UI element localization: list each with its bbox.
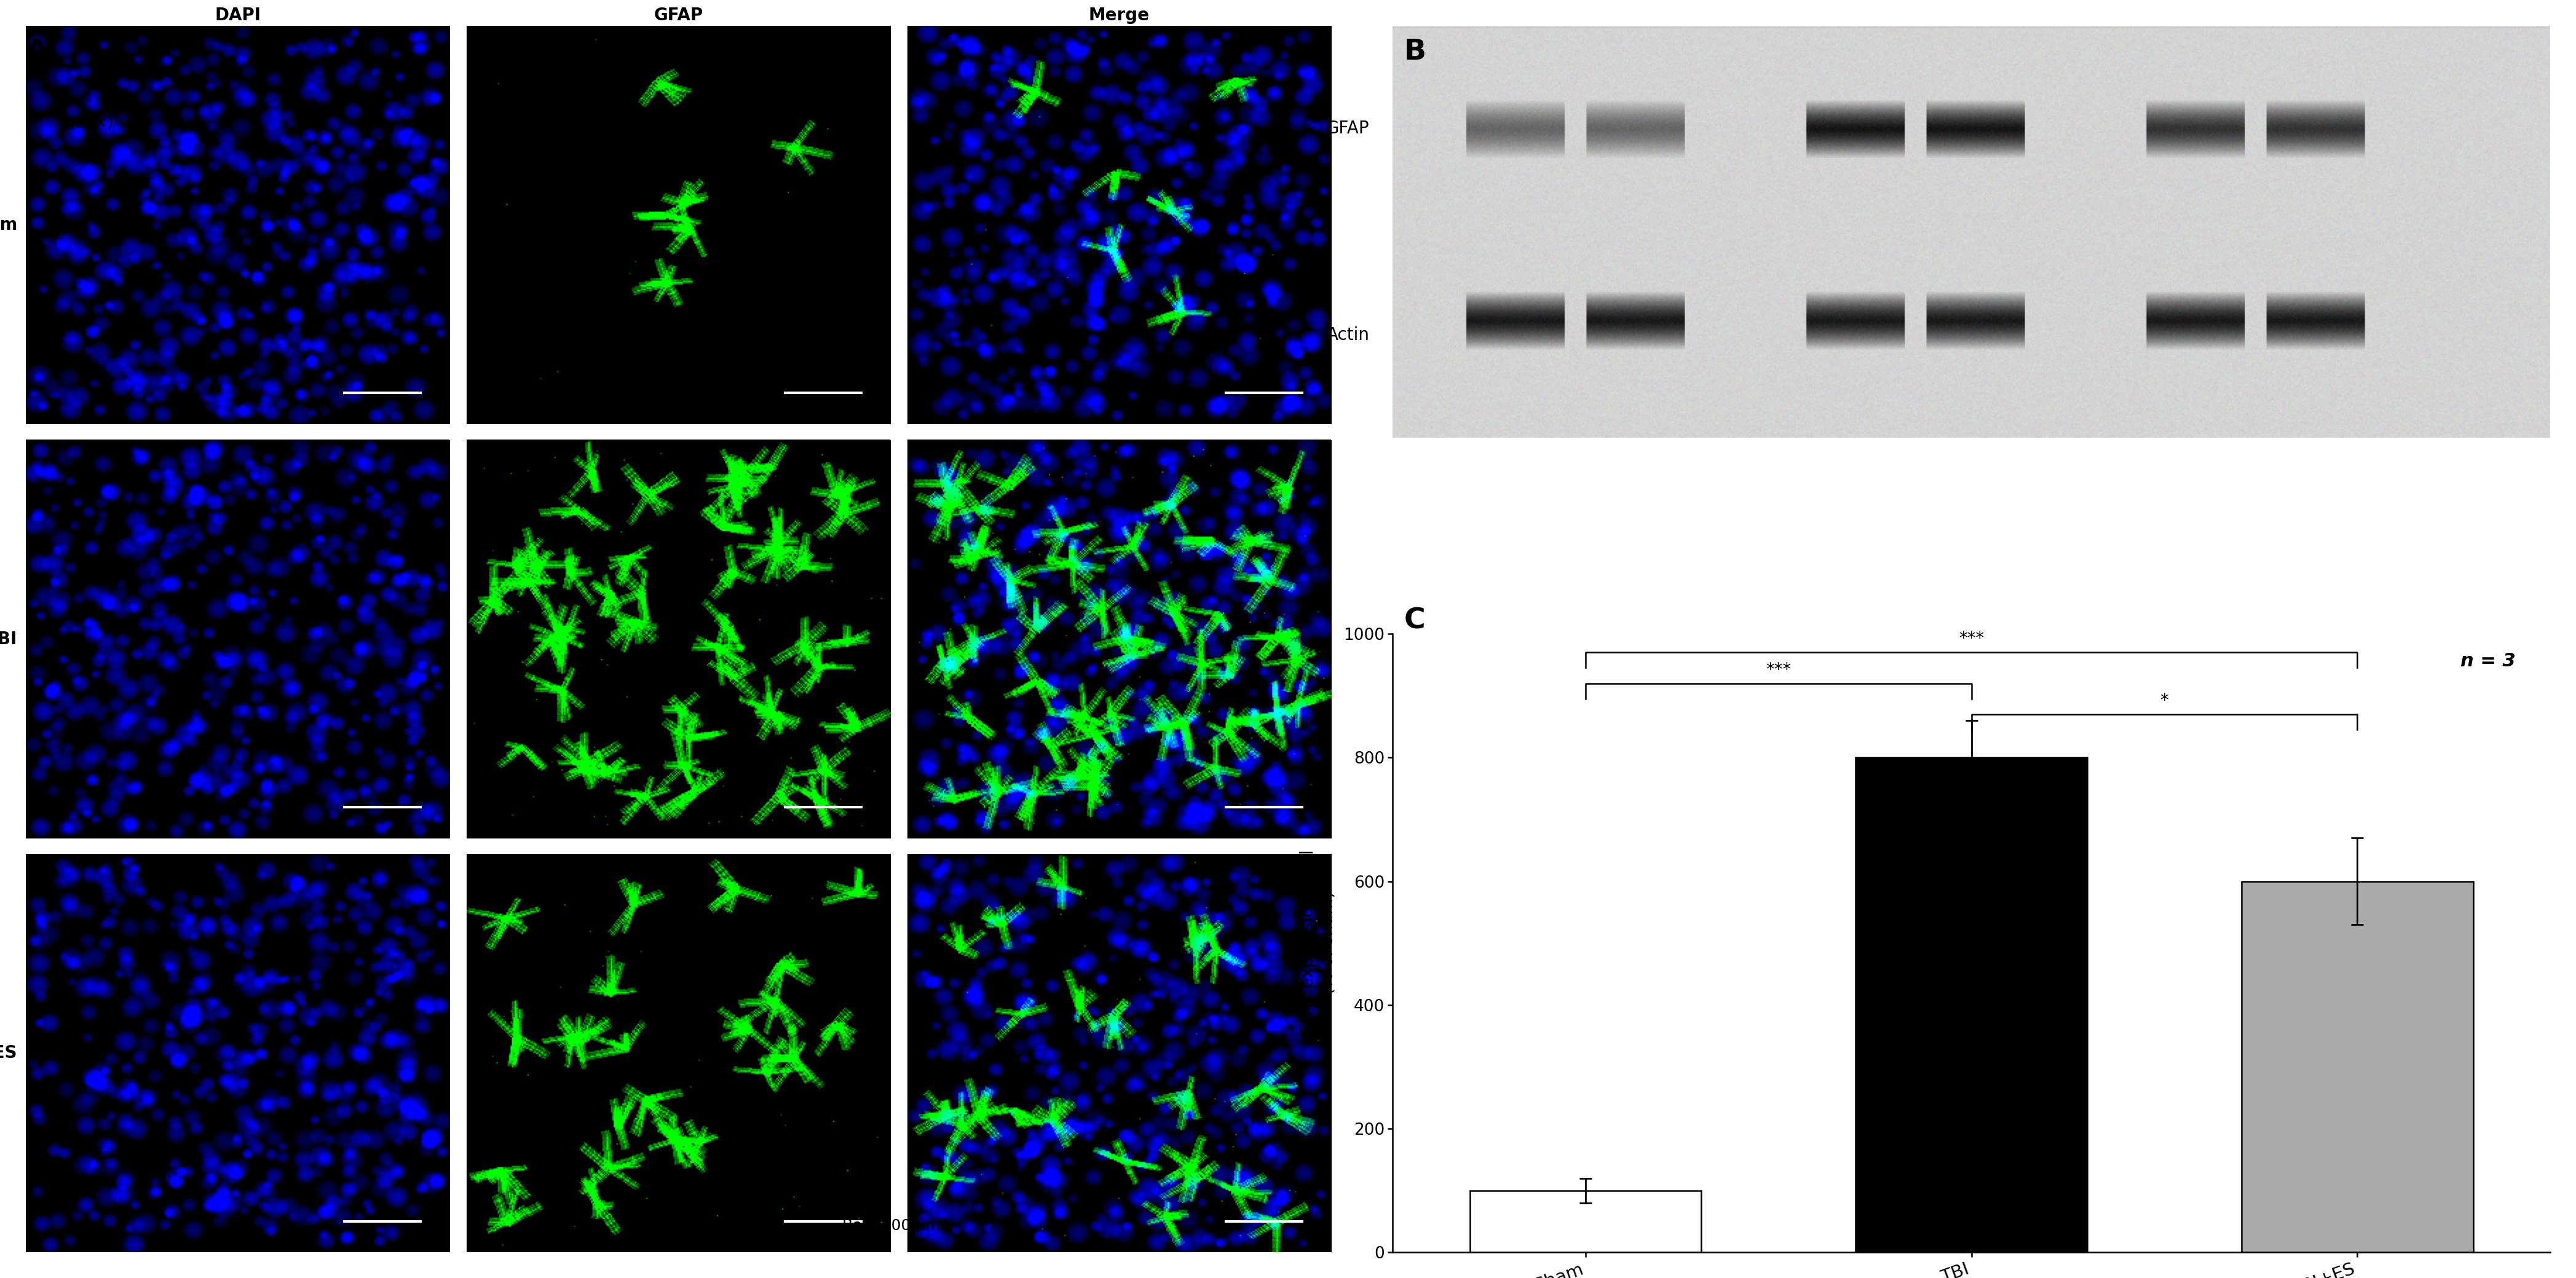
- Bar: [1471, 1191, 1700, 1252]
- Text: B: B: [1404, 38, 1427, 66]
- Y-axis label: TBI+ES: TBI+ES: [0, 1044, 18, 1062]
- Text: GFAP: GFAP: [1327, 120, 1370, 137]
- Bar: [2241, 882, 2473, 1252]
- Y-axis label: TBI: TBI: [0, 630, 18, 648]
- Text: n = 3: n = 3: [2460, 652, 2517, 670]
- Text: Bar=100 μm: Bar=100 μm: [842, 1218, 940, 1233]
- Title: GFAP: GFAP: [654, 6, 703, 24]
- Y-axis label: Sham: Sham: [0, 216, 18, 234]
- Bar: [1855, 758, 2087, 1252]
- Text: ***: ***: [1958, 630, 1984, 648]
- Text: Actin: Actin: [1327, 326, 1370, 344]
- Text: (20×): (20×): [70, 115, 113, 130]
- Title: DAPI: DAPI: [214, 6, 260, 24]
- Text: A: A: [26, 38, 49, 66]
- Y-axis label: GFAP expression level
(% of sham): GFAP expression level (% of sham): [1298, 850, 1337, 1036]
- Text: *: *: [2161, 693, 2169, 709]
- Title: Merge: Merge: [1090, 6, 1149, 24]
- Text: C: C: [1404, 607, 1425, 635]
- Text: ***: ***: [1767, 661, 1790, 679]
